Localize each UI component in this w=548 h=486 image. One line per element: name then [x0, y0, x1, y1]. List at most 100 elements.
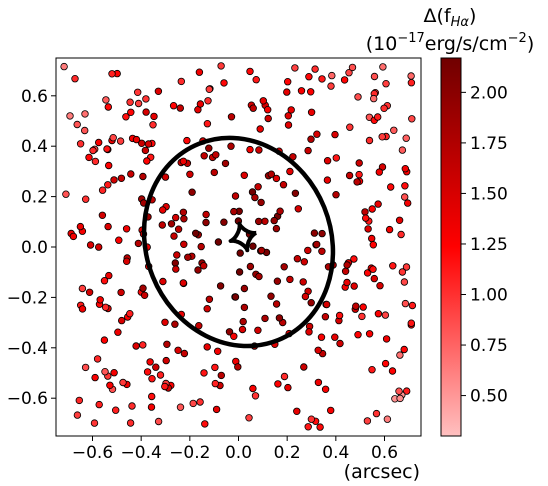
- data-point: [203, 305, 211, 313]
- data-point: [335, 311, 344, 320]
- data-point: [323, 176, 332, 184]
- data-point: [314, 346, 322, 354]
- data-point: [202, 218, 210, 227]
- data-point: [361, 208, 369, 216]
- x-tick-label: 0.2: [274, 443, 301, 463]
- data-point: [91, 157, 100, 166]
- data-point: [73, 120, 81, 129]
- data-point: [404, 199, 412, 207]
- data-point: [359, 303, 367, 311]
- data-point: [195, 322, 203, 330]
- data-point: [154, 417, 163, 426]
- data-point: [216, 282, 225, 290]
- data-point: [188, 188, 196, 196]
- x-tick-label: 0.4: [322, 443, 349, 463]
- data-point: [205, 144, 213, 152]
- data-point: [352, 302, 360, 310]
- data-point: [227, 113, 236, 121]
- data-point: [348, 63, 357, 72]
- data-point: [350, 282, 358, 290]
- data-point: [174, 346, 182, 354]
- data-point: [171, 320, 179, 328]
- data-point: [225, 328, 234, 336]
- data-point: [317, 333, 326, 341]
- data-point: [287, 106, 295, 114]
- data-point: [147, 392, 156, 401]
- data-point: [183, 136, 191, 145]
- data-point: [272, 224, 281, 233]
- data-point: [365, 330, 374, 338]
- caustic-ellipse: [141, 135, 336, 349]
- data-point: [368, 234, 376, 243]
- data-point: [257, 246, 266, 255]
- data-point: [401, 164, 409, 173]
- data-point: [176, 403, 185, 411]
- data-point: [75, 396, 83, 405]
- data-point: [238, 325, 247, 334]
- data-point: [213, 347, 222, 355]
- data-point: [400, 345, 408, 354]
- data-point: [307, 415, 316, 423]
- data-point: [355, 159, 363, 167]
- data-point: [408, 301, 417, 310]
- data-point: [354, 93, 362, 101]
- data-point: [96, 296, 104, 304]
- data-point: [370, 94, 378, 103]
- data-point: [156, 371, 165, 379]
- data-point: [395, 387, 403, 395]
- data-point: [251, 392, 260, 400]
- data-point: [355, 170, 363, 179]
- data-point: [272, 300, 281, 308]
- y-tick-label: −0.4: [7, 339, 48, 359]
- data-point: [85, 288, 94, 296]
- data-point: [276, 207, 284, 215]
- data-point: [310, 229, 319, 237]
- data-point: [85, 153, 93, 162]
- data-point: [161, 318, 169, 326]
- data-point: [407, 72, 415, 80]
- data-point: [401, 299, 410, 308]
- data-point: [184, 253, 192, 261]
- data-point: [323, 300, 331, 309]
- data-point: [381, 311, 390, 319]
- data-point: [307, 108, 316, 116]
- data-point: [126, 98, 134, 106]
- data-point: [284, 383, 292, 392]
- data-point: [368, 205, 376, 213]
- data-point: [102, 96, 110, 104]
- data-point: [318, 75, 326, 83]
- data-point: [240, 171, 248, 179]
- data-point: [364, 225, 372, 233]
- data-point: [305, 328, 313, 336]
- data-point: [252, 75, 260, 84]
- y-tick-label: 0.6: [21, 87, 48, 107]
- data-point: [256, 125, 264, 133]
- data-point: [293, 407, 301, 415]
- data-point: [169, 101, 178, 110]
- x-tick-label: 0.0: [225, 443, 252, 463]
- data-point: [382, 79, 390, 88]
- data-point: [60, 62, 68, 71]
- data-point: [401, 182, 409, 190]
- x-tick-label: −0.4: [121, 443, 162, 463]
- y-tick-label: −0.2: [7, 288, 48, 308]
- colorbar-tick-label: 1.75: [470, 134, 508, 154]
- data-point: [212, 405, 221, 414]
- data-point: [255, 146, 263, 154]
- data-point: [126, 419, 135, 427]
- data-point: [144, 140, 153, 148]
- data-point: [200, 369, 208, 377]
- data-point: [189, 399, 197, 408]
- data-point: [304, 146, 312, 155]
- data-point: [401, 193, 409, 201]
- colorbar-tick-label: 0.50: [470, 387, 508, 407]
- data-point: [117, 288, 125, 297]
- data-point: [152, 363, 160, 371]
- data-point: [100, 277, 109, 285]
- data-point: [251, 193, 259, 202]
- data-point: [397, 230, 405, 239]
- data-point: [389, 262, 397, 270]
- data-point: [331, 333, 339, 341]
- y-tick-label: 0.0: [21, 238, 48, 258]
